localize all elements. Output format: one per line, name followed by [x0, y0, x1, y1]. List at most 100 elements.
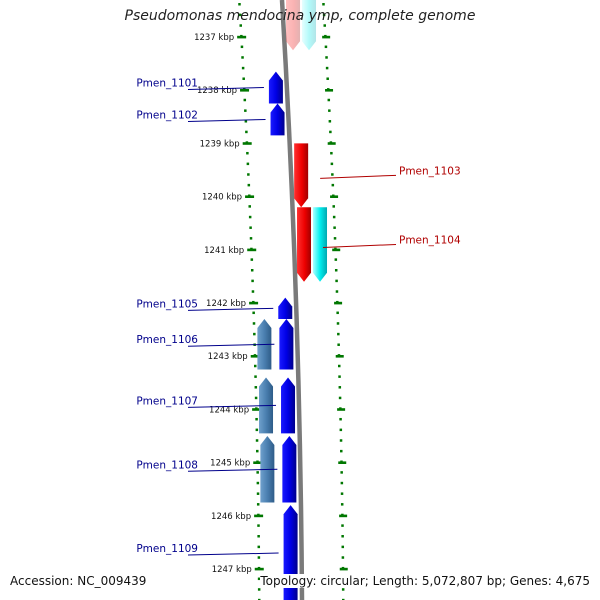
- ruler-minor-tick: [247, 173, 250, 176]
- ruler-minor-tick: [246, 151, 249, 155]
- ruler-major-tick: [252, 408, 262, 411]
- outer-ruler-minor-tick: [330, 151, 333, 155]
- ruler-minor-tick: [239, 24, 242, 27]
- outer-ruler-minor-tick: [337, 332, 340, 336]
- forward-gene-arrow: [294, 143, 309, 208]
- outer-ruler-minor-tick: [340, 481, 344, 485]
- ruler-minor-tick: [252, 322, 256, 325]
- outer-ruler-minor-tick: [328, 120, 332, 123]
- outer-ruler-minor-tick: [335, 290, 339, 293]
- outer-ruler: [322, 3, 348, 600]
- ruler-minor-tick: [246, 162, 250, 166]
- ruler-minor-tick: [257, 524, 260, 527]
- ruler-minor-tick: [242, 77, 245, 80]
- outer-ruler-minor-tick: [337, 343, 340, 346]
- outer-ruler-minor-tick: [340, 471, 343, 474]
- ruler-minor-tick: [241, 56, 244, 59]
- outer-ruler-major-tick: [335, 355, 344, 358]
- outer-ruler-minor-tick: [323, 24, 326, 27]
- outer-ruler-minor-tick: [334, 269, 338, 272]
- ruler-major-tick: [237, 35, 247, 39]
- ruler-minor-tick: [257, 577, 261, 581]
- ruler-major-tick: [250, 355, 260, 358]
- ruler-minor-tick: [249, 237, 253, 240]
- ruler-minor-tick: [252, 311, 255, 315]
- outer-ruler-major-tick: [325, 89, 334, 92]
- outer-ruler-minor-tick: [333, 226, 336, 229]
- ruler-tick-label: 1244 kbp: [209, 405, 249, 415]
- ruler-minor-tick: [238, 3, 241, 6]
- gene-label: Pmen_1105: [136, 298, 198, 310]
- outer-ruler-minor-tick: [339, 417, 342, 421]
- ruler-major-tick: [240, 89, 250, 92]
- outer-ruler-minor-tick: [341, 535, 344, 538]
- ruler-minor-tick: [243, 98, 247, 102]
- gene-label-leader: [187, 307, 274, 311]
- ruler-minor-tick: [256, 449, 259, 453]
- gene-label-leader: [187, 404, 277, 408]
- ruler-minor-tick: [255, 439, 259, 442]
- outer-ruler-major-tick: [332, 248, 341, 252]
- outer-ruler-minor-tick: [322, 13, 326, 17]
- outer-ruler-minor-tick: [334, 258, 338, 261]
- ruler-tick-label: 1240 kbp: [202, 193, 242, 203]
- forward-other-arrow: [302, 0, 317, 51]
- gene-label: Pmen_1106: [136, 334, 198, 346]
- ruler-minor-tick: [256, 471, 259, 474]
- ruler-minor-tick: [257, 588, 261, 591]
- gene-label-leader: [320, 174, 397, 179]
- outer-ruler-minor-tick: [336, 311, 339, 315]
- outer-ruler-minor-tick: [325, 56, 328, 59]
- outer-ruler-major-tick: [334, 301, 343, 305]
- outer-ruler-minor-tick: [331, 183, 335, 187]
- outer-ruler-major-tick: [327, 142, 336, 145]
- forward-other-arrow: [313, 207, 328, 282]
- ruler-minor-tick: [256, 503, 260, 506]
- ruler-minor-tick: [256, 492, 260, 495]
- ruler-minor-tick: [251, 290, 255, 293]
- outer-ruler-major-tick: [330, 195, 339, 198]
- outer-ruler-major-tick: [339, 514, 348, 518]
- ruler-minor-tick: [254, 396, 258, 400]
- ruler-tick-label: 1242 kbp: [206, 299, 246, 309]
- feature-tracks: [257, 0, 328, 600]
- ruler-major-tick: [254, 514, 264, 518]
- outer-ruler-minor-tick: [331, 173, 334, 176]
- genome-stats: Topology: circular; Length: 5,072,807 bp…: [260, 574, 590, 588]
- outer-ruler-minor-tick: [338, 396, 342, 400]
- ruler-tick-label: 1247 kbp: [212, 565, 252, 575]
- forward-gene-arrow: [286, 0, 301, 51]
- outer-ruler-minor-tick: [326, 77, 329, 80]
- outer-ruler-major-tick: [337, 408, 346, 411]
- gene-label-leader: [187, 468, 278, 472]
- gene-label: Pmen_1101: [136, 78, 198, 90]
- outer-ruler-minor-tick: [335, 279, 338, 283]
- ruler-minor-tick: [247, 183, 251, 187]
- outer-ruler-minor-tick: [339, 439, 343, 442]
- reverse-gene-arrow: [270, 103, 285, 136]
- gene-label-leader: [322, 243, 397, 248]
- ruler-minor-tick: [254, 375, 257, 378]
- outer-ruler-minor-tick: [341, 545, 345, 549]
- outer-ruler-major-tick: [338, 461, 347, 464]
- ruler-minor-tick: [251, 279, 254, 283]
- outer-ruler-minor-tick: [328, 109, 331, 112]
- ruler-minor-tick: [250, 269, 254, 272]
- gene-label-leader: [187, 552, 279, 556]
- gene-label: Pmen_1102: [136, 109, 198, 121]
- outer-ruler-minor-tick: [336, 322, 340, 325]
- ruler-minor-tick: [255, 428, 259, 432]
- outer-ruler-minor-tick: [339, 428, 343, 432]
- reverse-gene-arrow: [278, 297, 293, 319]
- outer-ruler-minor-tick: [340, 492, 344, 495]
- outer-ruler-minor-tick: [333, 237, 337, 240]
- genome-title: Pseudomonas mendocina ymp, complete geno…: [124, 8, 476, 24]
- ruler-minor-tick: [238, 13, 242, 17]
- ruler-tick-label: 1241 kbp: [204, 246, 244, 256]
- ruler-major-tick: [249, 301, 259, 305]
- gene-label: Pmen_1109: [136, 543, 198, 555]
- ruler-minor-tick: [255, 417, 258, 421]
- ruler-tick-label: 1239 kbp: [200, 139, 240, 149]
- outer-ruler-minor-tick: [341, 588, 345, 591]
- ruler-minor-tick: [248, 215, 252, 219]
